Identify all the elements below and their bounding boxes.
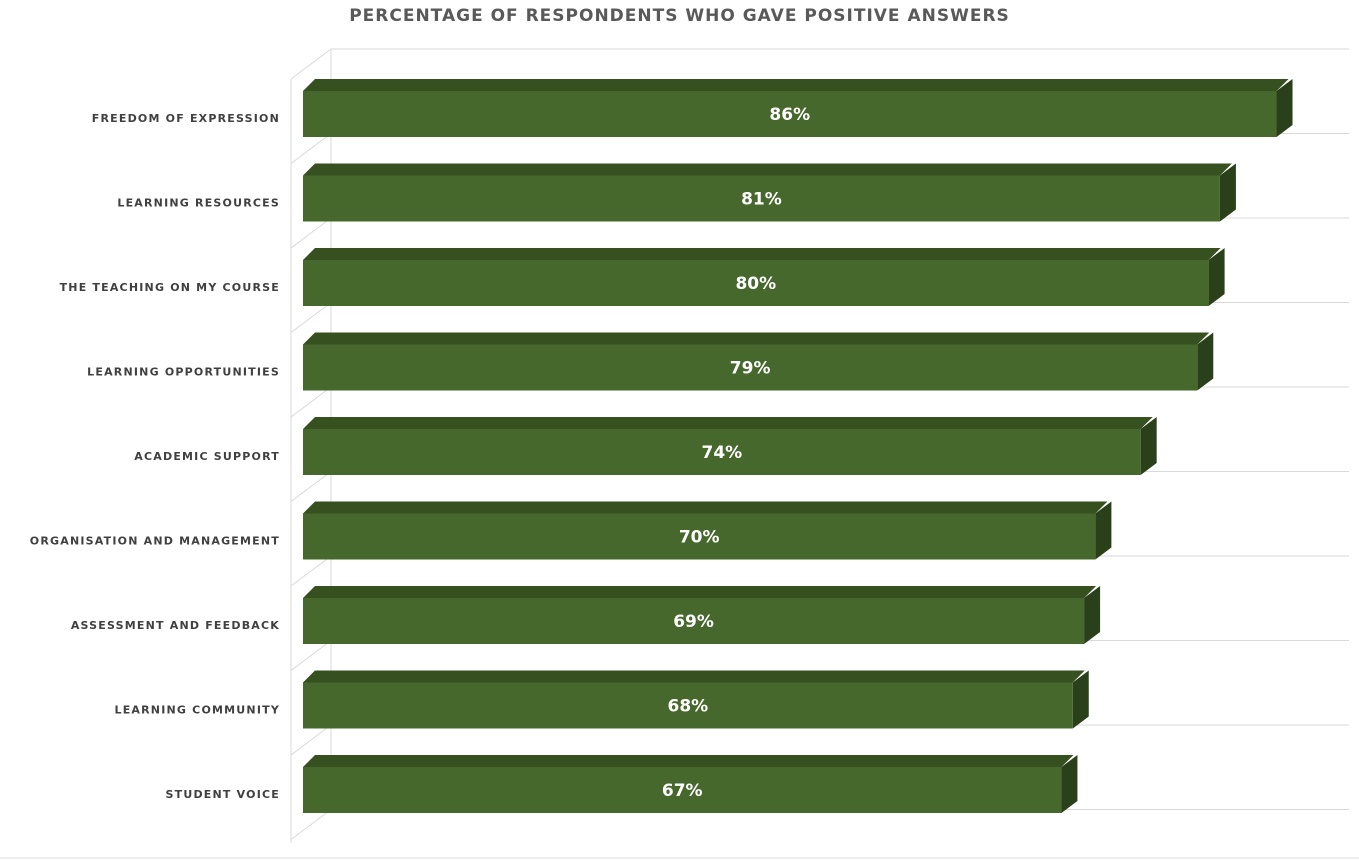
bar-side-face	[1084, 586, 1101, 644]
bar-value-label: 68%	[668, 697, 709, 717]
grid-diagonal	[290, 640, 332, 671]
bar	[303, 79, 1293, 137]
bar-top-face	[303, 248, 1221, 260]
bar	[303, 417, 1157, 475]
bar-value-label: 74%	[701, 443, 742, 463]
bar	[303, 670, 1089, 729]
bar-front-face	[303, 260, 1209, 306]
bars-layer	[303, 79, 1293, 813]
bar-top-face	[303, 586, 1097, 598]
bar-side-face	[1208, 248, 1225, 306]
bar-side-face	[1140, 417, 1157, 475]
bar-value-label: 67%	[662, 781, 703, 801]
grid-diagonal	[290, 386, 332, 418]
bar-value-label: 81%	[741, 190, 782, 210]
bar-value-label: 69%	[673, 612, 714, 632]
bar-side-face	[1219, 163, 1236, 222]
category-label: ACADEMIC SUPPORT	[134, 450, 280, 463]
bar-value-label: 70%	[679, 528, 720, 548]
bar-top-face	[303, 417, 1153, 429]
bar-side-face	[1061, 755, 1078, 813]
bar-value-label: 80%	[735, 274, 776, 294]
bar	[303, 332, 1214, 391]
bar	[303, 501, 1112, 560]
grid-diagonal	[290, 48, 332, 80]
grid-diagonal	[290, 302, 332, 333]
bar-top-face	[303, 501, 1108, 514]
bar-side-face	[1095, 501, 1112, 560]
grid-diagonal	[290, 471, 332, 502]
bar-top-face	[303, 163, 1232, 176]
bar	[303, 755, 1078, 813]
bar-side-face	[1072, 670, 1089, 729]
grid-diagonal	[290, 133, 332, 164]
chart-title: PERCENTAGE OF RESPONDENTS WHO GAVE POSIT…	[349, 6, 1010, 26]
grid-diagonal	[290, 724, 332, 756]
bar-front-face	[303, 91, 1277, 137]
bar-front-face	[303, 767, 1062, 813]
bar-side-face	[1276, 79, 1293, 137]
bar-side-face	[1197, 332, 1214, 391]
category-label: THE TEACHING ON MY COURSE	[60, 281, 280, 294]
bar-front-face	[303, 513, 1096, 560]
category-label: FREEDOM OF EXPRESSION	[92, 112, 280, 125]
bar-top-face	[303, 332, 1210, 345]
bar-value-label: 86%	[769, 105, 810, 125]
category-label: LEARNING RESOURCES	[117, 197, 280, 210]
grid-diagonal	[290, 555, 332, 587]
bar-front-face	[303, 429, 1141, 475]
category-label: ORGANISATION AND MANAGEMENT	[30, 535, 280, 548]
bar-front-face	[303, 682, 1073, 729]
bar-top-face	[303, 670, 1085, 683]
category-label: ASSESSMENT AND FEEDBACK	[71, 619, 280, 632]
grid-diagonal	[290, 809, 332, 840]
bar	[303, 586, 1101, 644]
category-label: STUDENT VOICE	[166, 788, 281, 801]
bar-front-face	[303, 598, 1085, 644]
bar-top-face	[303, 755, 1074, 767]
category-label: LEARNING OPPORTUNITIES	[87, 366, 280, 379]
bar-top-face	[303, 79, 1289, 91]
category-label: LEARNING COMMUNITY	[115, 704, 281, 717]
bar-value-label: 79%	[730, 359, 771, 379]
bar-front-face	[303, 175, 1220, 222]
bar	[303, 248, 1225, 306]
bar-front-face	[303, 344, 1198, 391]
bar	[303, 163, 1236, 222]
labels-layer: 86% FREEDOM OF EXPRESSION 81% LEARNING RESO…	[30, 105, 810, 801]
grid-diagonal	[290, 217, 332, 249]
